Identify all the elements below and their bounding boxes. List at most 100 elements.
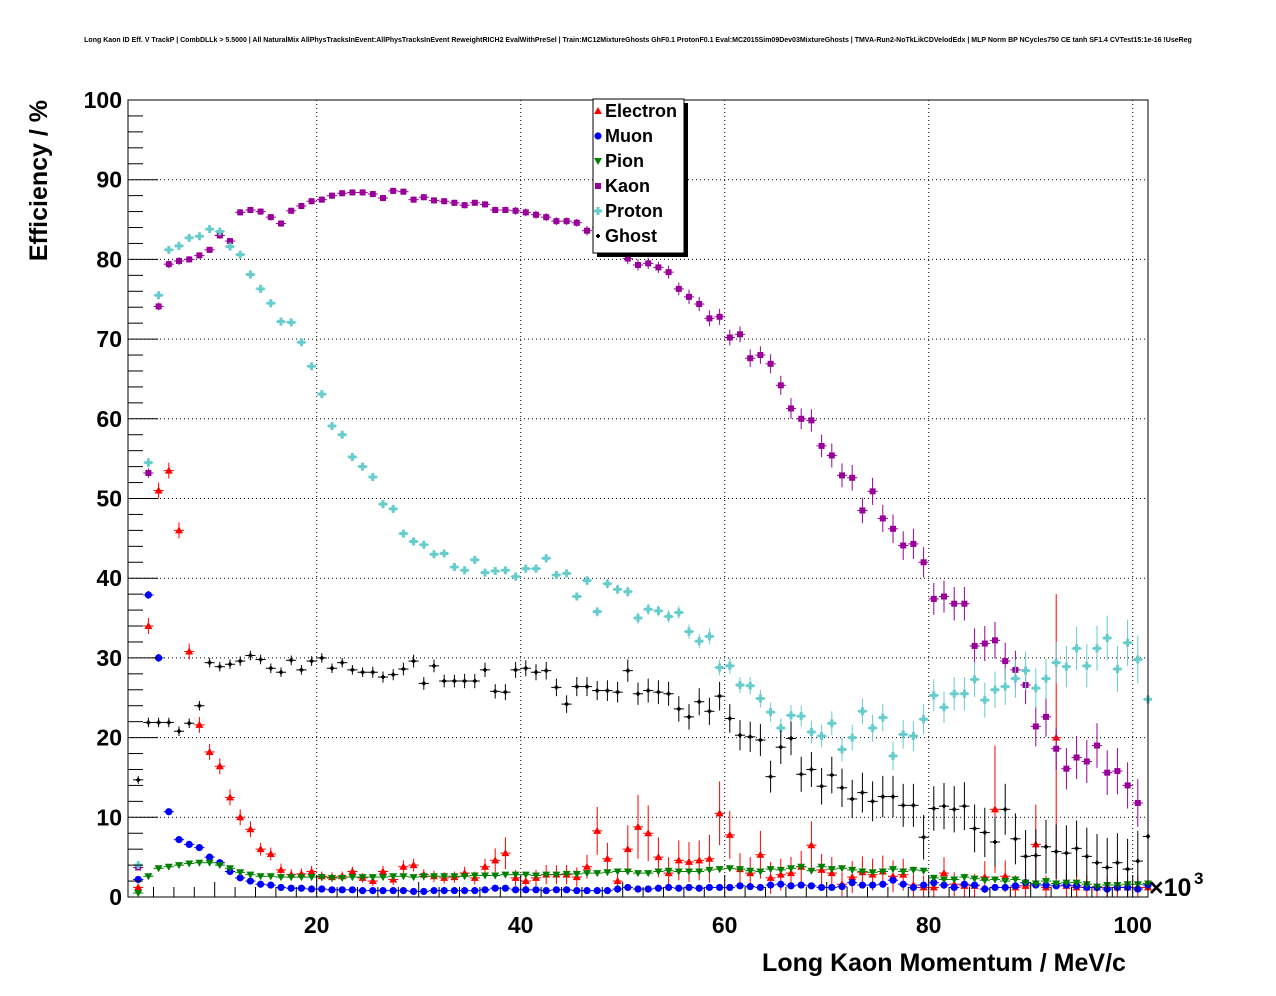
- data-point-pion: [787, 865, 795, 873]
- data-point-electron: [379, 867, 387, 875]
- data-point-kaon: [288, 207, 295, 214]
- data-point-muon: [522, 886, 530, 894]
- legend-label: Kaon: [605, 176, 650, 196]
- data-point-ghost: [289, 658, 294, 663]
- data-point-kaon: [757, 352, 764, 359]
- data-point-proton: [827, 719, 836, 728]
- data-point-muon: [399, 887, 407, 895]
- data-point-kaon: [145, 469, 152, 476]
- data-point-kaon: [900, 542, 907, 549]
- data-point-proton: [256, 284, 265, 293]
- data-point-ghost: [625, 668, 630, 673]
- legend-label: Pion: [605, 151, 644, 171]
- data-point-muon: [318, 885, 326, 893]
- data-point-pion: [807, 867, 816, 875]
- data-point-proton: [623, 587, 632, 596]
- data-point-kaon: [206, 246, 213, 253]
- data-point-ghost: [360, 670, 365, 675]
- data-point-kaon: [431, 197, 437, 204]
- data-point-electron: [634, 822, 642, 830]
- data-point-ghost: [860, 790, 865, 795]
- data-point-proton: [348, 453, 357, 462]
- data-point-electron: [787, 869, 795, 877]
- data-point-proton: [695, 637, 704, 646]
- data-point-muon: [471, 887, 479, 895]
- series-pion: [133, 859, 1152, 898]
- data-point-kaon: [930, 595, 937, 602]
- data-point-pion: [266, 873, 275, 881]
- data-point-proton: [440, 549, 449, 558]
- data-point-kaon: [675, 285, 682, 292]
- y-tick-label: 10: [96, 804, 122, 830]
- data-point-muon: [634, 885, 642, 893]
- data-point-kaon: [349, 189, 356, 196]
- data-point-proton: [715, 663, 724, 672]
- data-point-proton: [756, 694, 765, 703]
- data-point-muon: [665, 883, 673, 892]
- data-point-ghost: [880, 794, 885, 799]
- data-point-electron: [144, 622, 153, 630]
- data-point-kaon: [726, 334, 733, 341]
- data-point-electron: [185, 647, 194, 655]
- data-point-proton: [338, 430, 347, 439]
- data-point-electron: [603, 854, 612, 862]
- data-point-electron: [256, 845, 265, 853]
- data-point-kaon: [543, 214, 550, 221]
- data-point-pion: [644, 870, 653, 878]
- data-point-ghost: [136, 777, 141, 782]
- data-point-ghost: [687, 714, 691, 719]
- data-point-proton: [909, 732, 918, 741]
- data-point-muon: [828, 883, 836, 892]
- y-axis-title: Efficiency / %: [25, 100, 53, 261]
- data-point-kaon: [1094, 742, 1100, 749]
- data-point-proton: [929, 691, 938, 700]
- data-point-ghost: [901, 803, 906, 808]
- legend-shadow-bottom: [597, 253, 688, 257]
- data-point-pion: [991, 876, 999, 884]
- data-point-proton: [960, 689, 969, 698]
- data-point-pion: [358, 874, 367, 882]
- data-point-pion: [1021, 879, 1030, 887]
- data-point-pion: [623, 868, 632, 876]
- data-point-ghost: [819, 784, 824, 789]
- data-point-muon: [583, 887, 591, 895]
- data-point-muon: [134, 875, 142, 884]
- data-point-proton: [572, 592, 581, 601]
- data-point-ghost: [1105, 865, 1110, 870]
- data-point-ghost: [523, 666, 528, 671]
- data-point-electron: [195, 720, 204, 728]
- data-point-muon: [960, 880, 969, 888]
- data-point-ghost: [268, 666, 273, 671]
- data-point-pion: [450, 873, 459, 881]
- data-point-electron: [593, 826, 602, 834]
- data-point-kaon: [635, 261, 641, 268]
- data-point-pion: [1031, 880, 1040, 888]
- data-point-muon: [991, 883, 999, 892]
- data-point-pion: [430, 873, 438, 881]
- data-point-proton: [868, 724, 877, 733]
- data-point-pion: [909, 866, 918, 874]
- data-point-pion: [399, 873, 408, 881]
- data-point-proton: [980, 696, 989, 705]
- data-point-ghost: [717, 694, 722, 699]
- x-tick-label: 40: [508, 912, 534, 938]
- data-point-kaon: [410, 196, 417, 203]
- data-point-proton: [1103, 633, 1112, 642]
- data-point-muon: [624, 883, 632, 892]
- data-point-proton: [654, 606, 663, 615]
- data-point-pion: [419, 873, 428, 881]
- data-point-kaon: [257, 208, 264, 215]
- data-point-ghost: [340, 660, 345, 665]
- x-tick-label: 80: [916, 912, 942, 938]
- data-point-ghost: [238, 659, 243, 664]
- data-point-pion: [889, 866, 897, 874]
- data-point-pion: [950, 876, 959, 884]
- data-point-proton: [685, 627, 693, 636]
- data-point-electron: [623, 845, 632, 853]
- data-point-kaon: [502, 206, 509, 213]
- legend-marker-electron: [594, 107, 602, 114]
- data-point-muon: [267, 881, 275, 889]
- data-point-pion: [460, 873, 469, 881]
- data-point-kaon: [1134, 799, 1141, 806]
- series-muon: [133, 590, 1152, 896]
